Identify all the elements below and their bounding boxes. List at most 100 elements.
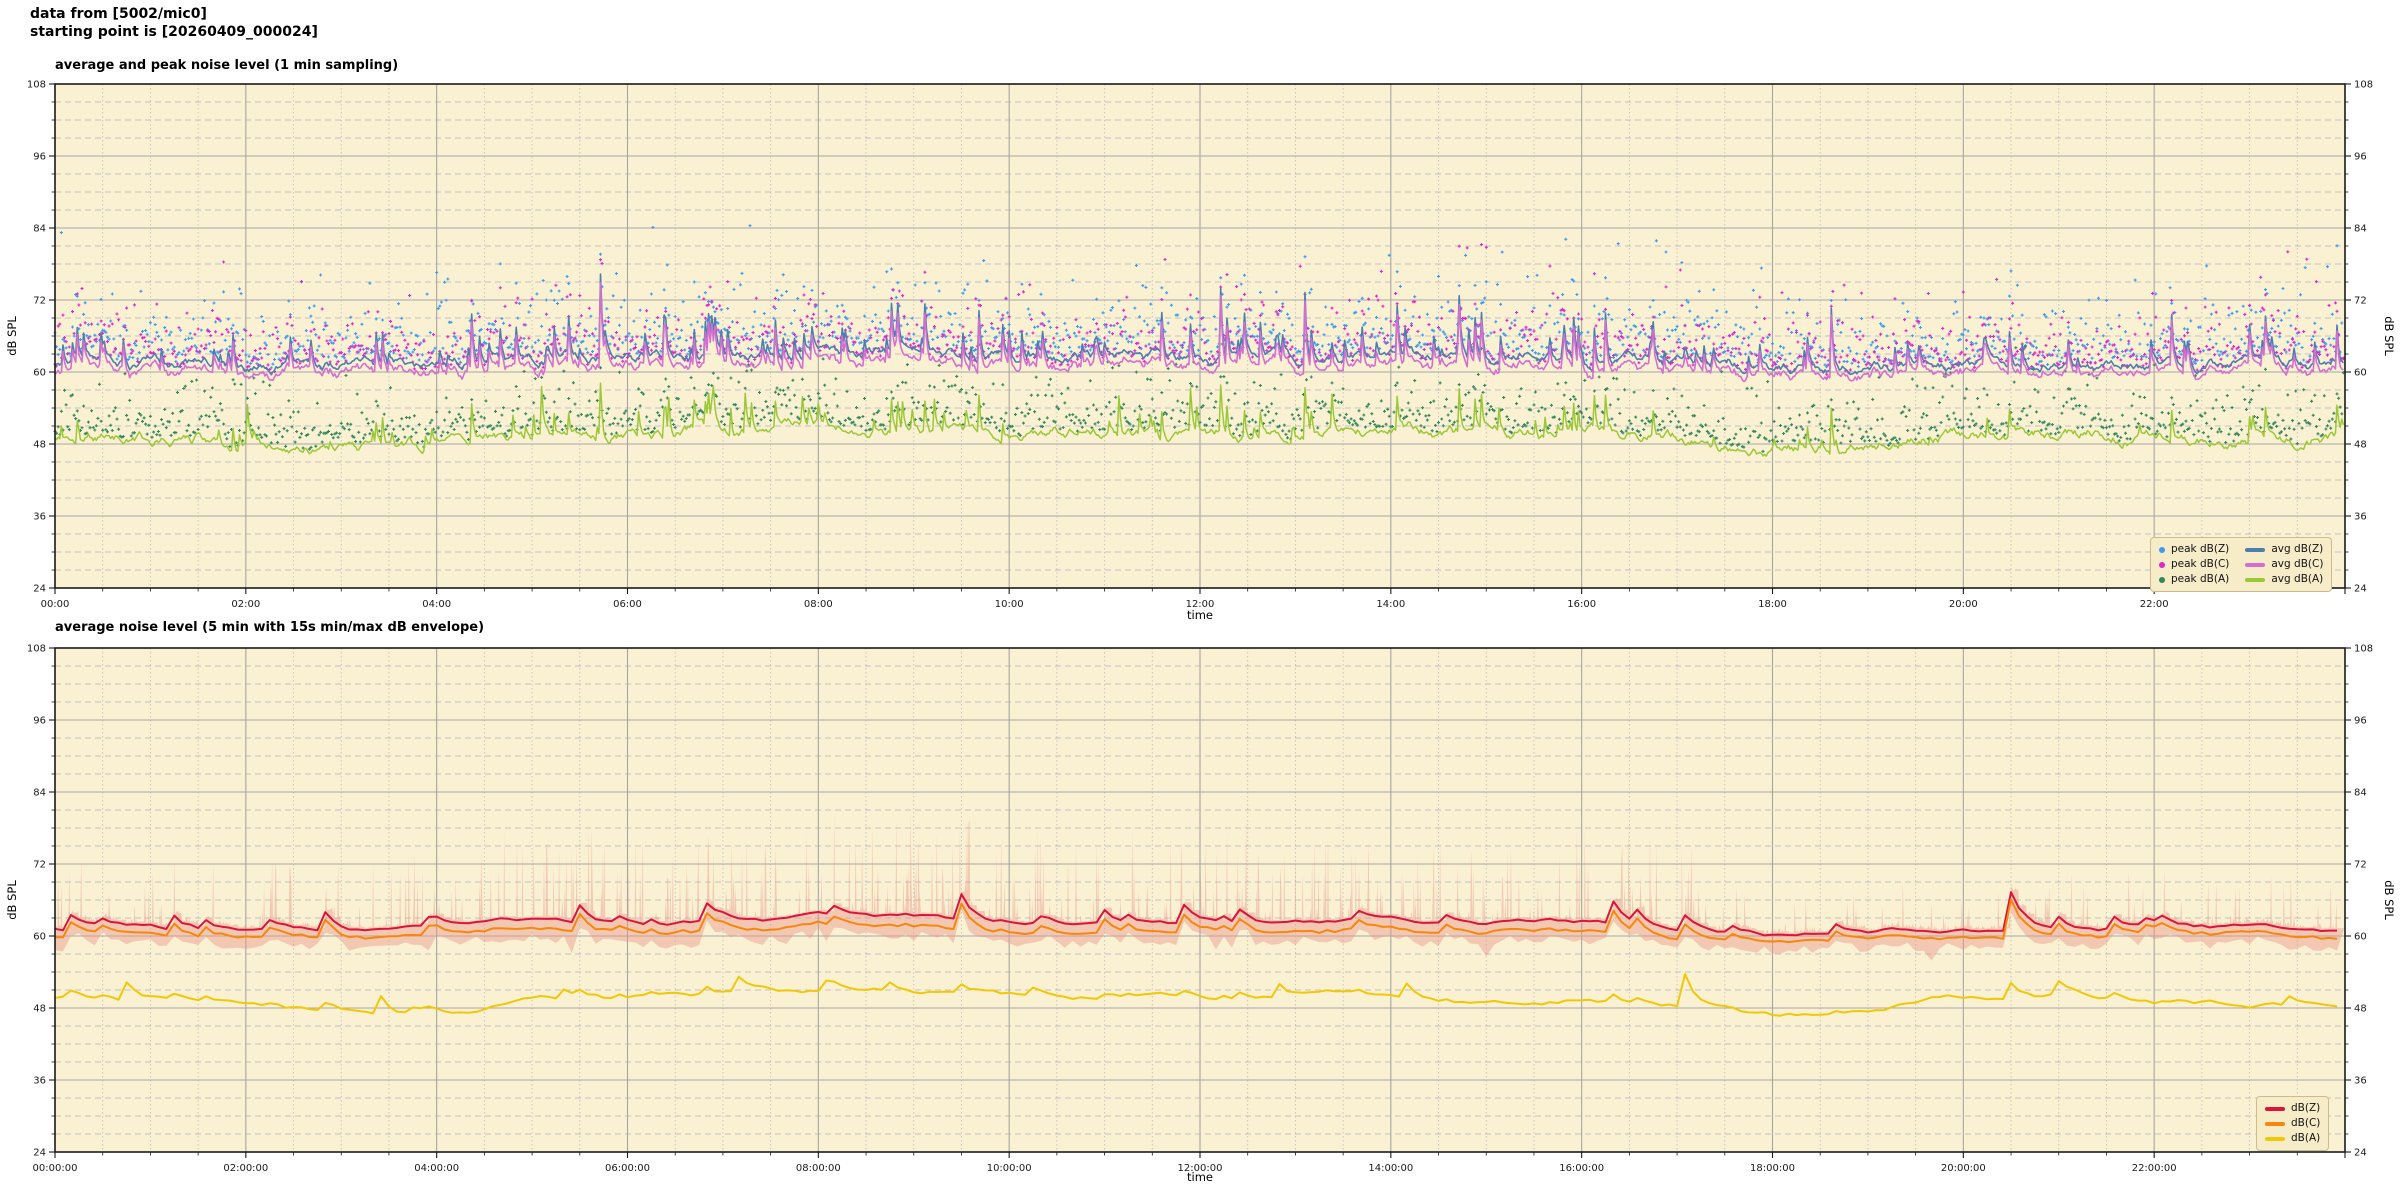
legend-line-marker-icon [2265, 1136, 2285, 1141]
x-tick-label: 20:00:00 [1941, 1163, 1986, 1174]
y-tick-label: 108 [27, 80, 46, 91]
y-tick-label: 96 [2354, 716, 2367, 727]
legend-label: peak dB(Z) [2171, 543, 2230, 555]
y-tick-label: 24 [33, 584, 46, 595]
x-tick-label: 14:00 [1376, 599, 1405, 610]
legend-item: peak dB(Z) [2159, 542, 2229, 557]
x-tick-label: 02:00:00 [223, 1163, 268, 1174]
y-tick-label: 60 [2354, 368, 2367, 379]
legend-item: peak dB(C) [2159, 557, 2229, 572]
x-tick-label: 12:00 [1186, 599, 1215, 610]
legend-item: avg dB(Z) [2245, 542, 2323, 557]
legend-label: peak dB(A) [2171, 573, 2230, 585]
chart2-title: average noise level (5 min with 15s min/… [55, 620, 485, 635]
line-avg-dba [54, 382, 2345, 457]
y-tick-label: 36 [33, 1076, 46, 1087]
y-tick-label: 24 [2354, 584, 2367, 595]
legend-dot-marker-icon [2159, 561, 2165, 568]
y-tick-label: 84 [2354, 788, 2367, 799]
y-tick-label: 108 [27, 644, 46, 655]
legend-label: dB(Z) [2291, 1102, 2321, 1114]
y-tick-label: 72 [2354, 860, 2367, 871]
header-line-1: data from [5002/mic0] [30, 6, 207, 22]
header-line-2: starting point is [20260409_000024] [30, 24, 318, 40]
y-tick-label: 72 [2354, 296, 2367, 307]
x-tick-label: 08:00:00 [796, 1163, 841, 1174]
legend-item: avg dB(A) [2245, 572, 2323, 587]
y-tick-label: 48 [2354, 1004, 2367, 1015]
x-tick-label: 02:00 [231, 599, 260, 610]
y-tick-label: 60 [2354, 932, 2367, 943]
x-tick-label: 10:00:00 [987, 1163, 1032, 1174]
legend-line-marker-icon [2245, 577, 2266, 582]
y-tick-label: 60 [33, 368, 46, 379]
legend-item: avg dB(C) [2245, 557, 2323, 572]
x-tick-label: 16:00 [1567, 599, 1596, 610]
y-tick-label: 24 [2354, 1148, 2367, 1159]
legend-label: peak dB(C) [2171, 558, 2230, 570]
x-tick-label: 12:00:00 [1178, 1163, 1223, 1174]
y-tick-label: 48 [33, 440, 46, 451]
chart1-legend: peak dB(Z) peak dB(C) peak dB(A) avg dB(Z) a… [2150, 537, 2333, 592]
x-tick-label: 08:00 [804, 599, 833, 610]
y-tick-label: 48 [2354, 440, 2367, 451]
y-tick-label: 48 [33, 1004, 46, 1015]
axis-ticks [49, 647, 2351, 1158]
x-tick-label: 10:00 [995, 599, 1024, 610]
y-tick-label: 24 [33, 1148, 46, 1159]
y-tick-label: 36 [33, 512, 46, 523]
line-dba [54, 973, 2338, 1017]
x-tick-label: 20:00 [1949, 599, 1978, 610]
legend-label: avg dB(Z) [2271, 543, 2324, 555]
y-tick-label: 84 [2354, 224, 2367, 235]
axis-tick-labels: 24 24 36 36 48 48 60 60 72 72 84 84 96 96 108 108 00:00 0… [27, 80, 2373, 611]
x-tick-label: 16:00:00 [1559, 1163, 1604, 1174]
chart2-ylabel-left: dB SPL [5, 880, 19, 920]
minmax-envelope [55, 812, 2345, 961]
legend-item: dB(C) [2265, 1116, 2320, 1131]
y-tick-label: 108 [2354, 80, 2373, 91]
legend-item: dB(Z) [2265, 1101, 2320, 1116]
line-avg-dbc [54, 281, 2344, 383]
x-tick-label: 00:00 [41, 599, 70, 610]
y-tick-label: 84 [33, 224, 46, 235]
chart1-ylabel-right: dB SPL [2382, 316, 2396, 356]
legend-line-marker-icon [2265, 1106, 2285, 1111]
line-avg-dbz [54, 273, 2345, 376]
axis-tick-labels: 24 24 36 36 48 48 60 60 72 72 84 84 96 96 108 108 00:00:… [27, 644, 2373, 1175]
chart1-ylabel-left: dB SPL [5, 316, 19, 356]
y-tick-label: 84 [33, 788, 46, 799]
legend-dot-marker-icon [2159, 576, 2165, 583]
line-dbz [54, 891, 2337, 937]
x-tick-label: 04:00:00 [414, 1163, 459, 1174]
y-tick-label: 72 [33, 296, 46, 307]
y-tick-label: 60 [33, 932, 46, 943]
legend-dot-marker-icon [2159, 546, 2165, 553]
legend-label: avg dB(A) [2271, 573, 2324, 585]
legend-label: avg dB(C) [2271, 558, 2324, 570]
grid-major [55, 84, 2345, 588]
x-tick-label: 14:00:00 [1368, 1163, 1413, 1174]
chart2: 24 24 36 36 48 48 60 60 72 72 84 84 96 96 108 108 00:00:… [27, 644, 2373, 1175]
y-tick-label: 96 [33, 152, 46, 163]
y-tick-label: 36 [2354, 1076, 2367, 1087]
chart2-xlabel: time [1187, 1170, 1213, 1184]
legend-line-marker-icon [2265, 1121, 2285, 1126]
chart1-xlabel: time [1187, 608, 1213, 622]
y-tick-label: 96 [2354, 152, 2367, 163]
line-dbc [55, 898, 2338, 944]
x-tick-label: 18:00:00 [1750, 1163, 1795, 1174]
x-tick-label: 18:00 [1758, 599, 1787, 610]
y-tick-label: 72 [33, 860, 46, 871]
x-tick-label: 22:00 [2140, 599, 2169, 610]
chart1: 24 24 36 36 48 48 60 60 72 72 84 84 96 96 108 108 00:00 0… [27, 80, 2373, 611]
chart2-ylabel-right: dB SPL [2382, 880, 2396, 920]
legend-line-marker-icon [2245, 562, 2266, 567]
y-tick-label: 108 [2354, 644, 2373, 655]
x-tick-label: 06:00:00 [605, 1163, 650, 1174]
legend-label: dB(A) [2291, 1132, 2321, 1144]
chart2-legend: dB(Z) dB(C) dB(A) [2256, 1096, 2330, 1151]
x-tick-label: 04:00 [422, 599, 451, 610]
